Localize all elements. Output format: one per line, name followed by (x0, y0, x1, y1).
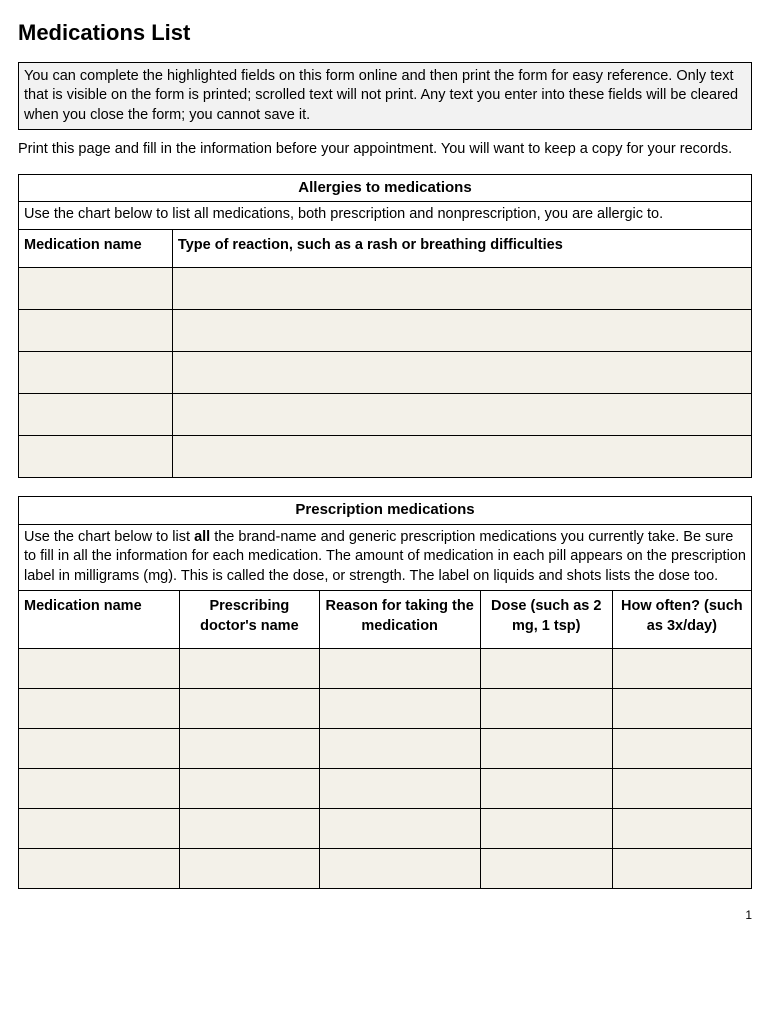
rx-reason-input[interactable] (319, 689, 480, 729)
rx-dose-input[interactable] (480, 769, 612, 809)
table-row (19, 689, 752, 729)
rx-col-reason: Reason for taking the medication (319, 591, 480, 649)
page-number: 1 (18, 907, 752, 923)
table-row (19, 394, 752, 436)
rx-doctor-input[interactable] (180, 729, 319, 769)
allergy-reaction-input[interactable] (172, 268, 751, 310)
rx-med-input[interactable] (19, 769, 180, 809)
allergy-med-input[interactable] (19, 268, 173, 310)
rx-desc-bold: all (194, 529, 210, 545)
table-row (19, 352, 752, 394)
table-row (19, 436, 752, 478)
rx-dose-input[interactable] (480, 649, 612, 689)
rx-howoften-input[interactable] (612, 689, 751, 729)
table-row (19, 310, 752, 352)
rx-dose-input[interactable] (480, 729, 612, 769)
rx-howoften-input[interactable] (612, 809, 751, 849)
allergies-heading: Allergies to medications (19, 174, 752, 201)
table-row (19, 268, 752, 310)
rx-howoften-input[interactable] (612, 649, 751, 689)
rx-doctor-input[interactable] (180, 769, 319, 809)
rx-col-doctor: Prescribing doctor's name (180, 591, 319, 649)
rx-reason-input[interactable] (319, 849, 480, 889)
allergies-desc: Use the chart below to list all medicati… (19, 202, 752, 230)
page-title: Medications List (18, 18, 752, 48)
allergies-table: Allergies to medications Use the chart b… (18, 174, 752, 478)
table-row (19, 769, 752, 809)
prescriptions-heading: Prescription medications (19, 497, 752, 524)
rx-doctor-input[interactable] (180, 689, 319, 729)
rx-howoften-input[interactable] (612, 729, 751, 769)
rx-med-input[interactable] (19, 809, 180, 849)
allergies-col-medication: Medication name (19, 229, 173, 268)
rx-doctor-input[interactable] (180, 649, 319, 689)
notice-box: You can complete the highlighted fields … (18, 62, 752, 131)
prescriptions-table: Prescription medications Use the chart b… (18, 496, 752, 889)
rx-dose-input[interactable] (480, 849, 612, 889)
table-row (19, 649, 752, 689)
allergy-med-input[interactable] (19, 310, 173, 352)
rx-dose-input[interactable] (480, 809, 612, 849)
allergy-reaction-input[interactable] (172, 310, 751, 352)
table-row (19, 809, 752, 849)
rx-reason-input[interactable] (319, 809, 480, 849)
allergy-reaction-input[interactable] (172, 394, 751, 436)
rx-med-input[interactable] (19, 689, 180, 729)
prescriptions-desc: Use the chart below to list all the bran… (19, 524, 752, 591)
allergy-reaction-input[interactable] (172, 352, 751, 394)
rx-med-input[interactable] (19, 649, 180, 689)
rx-reason-input[interactable] (319, 649, 480, 689)
rx-dose-input[interactable] (480, 689, 612, 729)
rx-col-dose: Dose (such as 2 mg, 1 tsp) (480, 591, 612, 649)
table-row (19, 729, 752, 769)
allergy-med-input[interactable] (19, 394, 173, 436)
rx-col-medication: Medication name (19, 591, 180, 649)
rx-reason-input[interactable] (319, 769, 480, 809)
rx-med-input[interactable] (19, 729, 180, 769)
print-instruction: Print this page and fill in the informat… (18, 140, 752, 160)
rx-doctor-input[interactable] (180, 809, 319, 849)
allergies-col-reaction: Type of reaction, such as a rash or brea… (172, 229, 751, 268)
rx-med-input[interactable] (19, 849, 180, 889)
rx-howoften-input[interactable] (612, 769, 751, 809)
rx-doctor-input[interactable] (180, 849, 319, 889)
table-row (19, 849, 752, 889)
allergy-reaction-input[interactable] (172, 436, 751, 478)
allergy-med-input[interactable] (19, 352, 173, 394)
rx-desc-pre: Use the chart below to list (24, 529, 194, 545)
rx-col-howoften: How often? (such as 3x/day) (612, 591, 751, 649)
allergy-med-input[interactable] (19, 436, 173, 478)
rx-howoften-input[interactable] (612, 849, 751, 889)
rx-reason-input[interactable] (319, 729, 480, 769)
